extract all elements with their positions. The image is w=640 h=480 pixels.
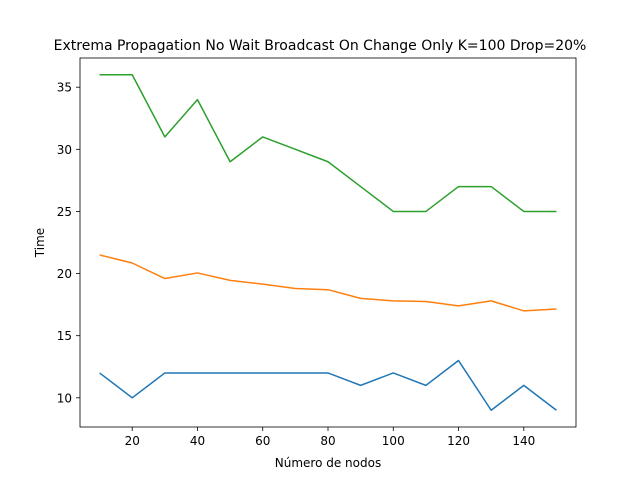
y-tick-label: 35 xyxy=(57,81,72,95)
x-tick-label: 120 xyxy=(447,434,470,448)
series-line-2 xyxy=(99,254,557,312)
y-tick-label: 15 xyxy=(57,329,72,343)
x-axis-label: Número de nodos xyxy=(275,456,381,470)
x-tick-label: 60 xyxy=(255,434,270,448)
x-tick-label: 100 xyxy=(382,434,405,448)
series-line-3 xyxy=(99,74,557,213)
y-axis-label: Time xyxy=(33,228,47,258)
x-tick-label: 40 xyxy=(190,434,205,448)
plot-frame xyxy=(79,57,577,428)
x-tick-label: 80 xyxy=(320,434,335,448)
x-tick-label: 140 xyxy=(512,434,535,448)
series-line-1 xyxy=(99,359,557,411)
y-tick-label: 30 xyxy=(57,143,72,157)
y-tick-label: 10 xyxy=(57,391,72,405)
y-tick-label: 25 xyxy=(57,205,72,219)
y-tick-label: 20 xyxy=(57,267,72,281)
x-axis: 20 40 60 80 100 120 140 xyxy=(125,427,535,448)
y-axis: 10 15 20 25 30 35 xyxy=(57,81,80,405)
chart-title: Extrema Propagation No Wait Broadcast On… xyxy=(54,38,587,54)
series-layer xyxy=(99,74,557,411)
x-tick-label: 20 xyxy=(125,434,140,448)
